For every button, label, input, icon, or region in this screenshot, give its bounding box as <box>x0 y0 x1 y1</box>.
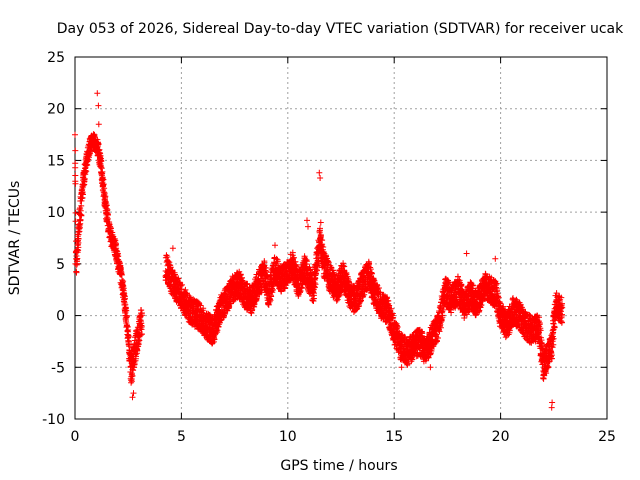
data-point <box>209 339 216 346</box>
data-point <box>99 168 106 175</box>
data-point <box>72 131 78 138</box>
axis-ticks: 0 5 10 15 20 25 -10 -5 0 5 10 15 20 25 <box>42 50 616 445</box>
plot-border <box>74 56 608 420</box>
y-tick-label: -10 <box>42 412 65 428</box>
data-point <box>131 361 138 368</box>
data-point <box>130 367 137 374</box>
data-point <box>128 378 135 385</box>
y-tick-label: 25 <box>47 50 65 66</box>
data-point <box>82 162 89 169</box>
data-point <box>125 333 132 340</box>
x-tick-label: 0 <box>71 429 80 445</box>
data-point <box>80 191 86 198</box>
data-point <box>95 140 102 147</box>
data-point <box>78 212 85 219</box>
y-tick-label: 5 <box>56 257 65 273</box>
data-point <box>72 218 79 225</box>
data-point <box>200 305 207 312</box>
data-point <box>175 275 182 282</box>
data-point <box>122 295 128 302</box>
data-point <box>138 323 145 330</box>
y-tick-label: 10 <box>47 205 65 221</box>
data-point <box>132 355 139 362</box>
y-tick-label: 20 <box>47 102 65 118</box>
y-tick-label: 15 <box>47 153 65 169</box>
x-tick-label: 10 <box>279 429 297 445</box>
data-point <box>72 180 79 187</box>
data-point <box>91 131 98 138</box>
data-point <box>137 332 144 339</box>
data-point <box>83 168 90 175</box>
data-point <box>211 336 218 343</box>
data-point <box>105 212 111 218</box>
data-point <box>72 172 79 179</box>
data-points <box>72 90 566 411</box>
data-point <box>125 327 132 333</box>
data-point <box>166 259 173 266</box>
data-point <box>73 269 80 276</box>
data-point <box>115 253 122 260</box>
data-point <box>126 338 133 345</box>
data-point <box>75 244 82 251</box>
data-point <box>72 147 79 154</box>
x-tick-label: 25 <box>598 429 616 445</box>
y-tick-label: -5 <box>51 360 65 376</box>
data-point <box>75 235 82 242</box>
data-point <box>118 271 125 278</box>
data-point <box>80 182 87 189</box>
data-point <box>72 164 79 171</box>
data-point <box>139 331 145 338</box>
data-point <box>177 283 184 289</box>
data-point <box>129 373 136 380</box>
data-point <box>179 281 185 288</box>
x-tick-label: 5 <box>177 429 186 445</box>
data-point <box>120 285 127 292</box>
data-point <box>74 255 81 262</box>
data-point <box>98 158 105 165</box>
data-point <box>102 193 109 200</box>
data-point <box>123 313 130 320</box>
data-point <box>138 310 145 316</box>
data-point <box>78 197 85 204</box>
data-point <box>98 165 105 172</box>
x-tick-label: 15 <box>385 429 403 445</box>
y-tick-label: 0 <box>56 309 65 325</box>
data-point <box>113 245 120 252</box>
x-tick-label: 20 <box>492 429 510 445</box>
